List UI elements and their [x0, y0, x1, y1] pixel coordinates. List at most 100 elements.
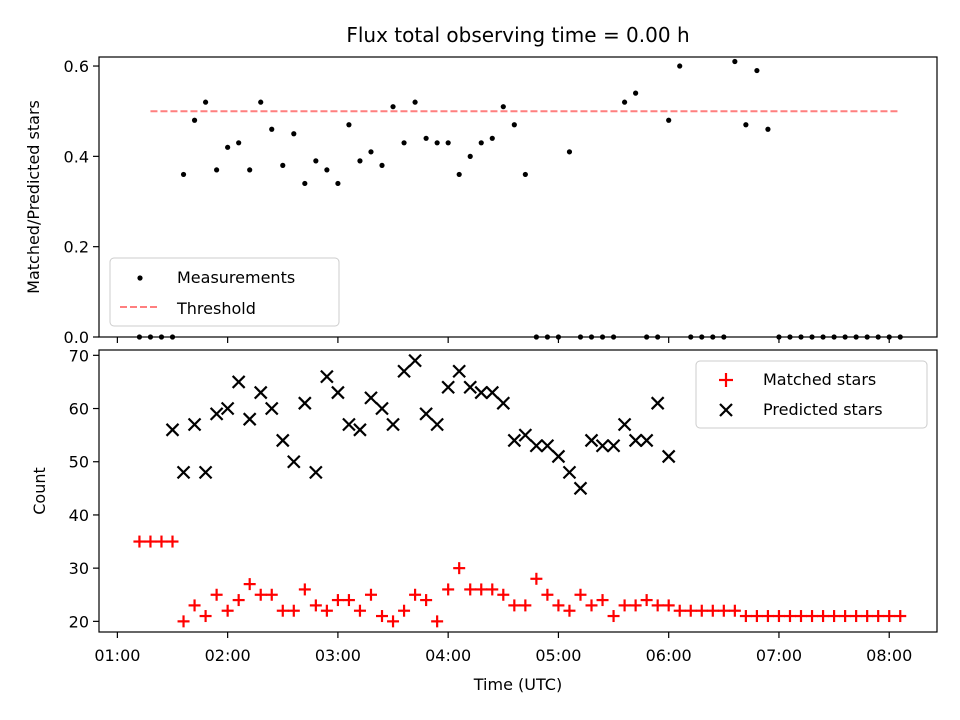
measurement-point: [346, 122, 352, 128]
bottom-x-tick-label: 05:00: [535, 646, 581, 665]
predicted-point: [507, 433, 522, 448]
measurement-point: [511, 122, 517, 128]
matched-points: [133, 535, 907, 628]
predicted-point: [242, 412, 257, 426]
predicted-point: [331, 385, 345, 400]
predicted-point: [287, 454, 301, 469]
predicted-point: [606, 438, 621, 453]
matched-point: [574, 588, 587, 601]
predicted-point-b: [220, 401, 235, 416]
predicted-point: [408, 353, 422, 368]
bottom-y-tick-label: 70: [69, 346, 89, 365]
matched-point: [398, 604, 411, 617]
bottom-x-tick-label: 08:00: [866, 646, 912, 665]
measurement-point: [390, 104, 396, 110]
predicted-point-b: [452, 364, 466, 379]
predicted-point-b: [331, 385, 345, 400]
measurement-point: [247, 167, 253, 173]
matched-point: [640, 594, 653, 607]
predicted-point-b: [639, 433, 654, 448]
predicted-point-b: [408, 353, 422, 368]
matched-point: [861, 610, 874, 623]
predicted-point: [661, 449, 676, 464]
matched-point: [541, 588, 554, 601]
predicted-point-b: [562, 465, 577, 480]
legend-marker-predicted: [719, 403, 733, 417]
predicted-point-b: [386, 417, 400, 432]
predicted-point-b: [342, 417, 356, 432]
matched-point: [497, 588, 510, 601]
predicted-point-b: [187, 417, 202, 432]
legend-label-predicted: Predicted stars: [763, 400, 883, 419]
measurement-point: [313, 158, 319, 164]
matched-point: [464, 583, 477, 596]
matched-point: [486, 583, 499, 596]
matched-point: [298, 583, 311, 596]
measurement-point: [180, 171, 187, 178]
matched-point: [530, 572, 543, 585]
predicted-point: [463, 380, 477, 395]
predicted-point-b: [309, 465, 323, 480]
predicted-point-b: [606, 438, 621, 453]
measurement-point: [357, 158, 363, 164]
measurement-point: [225, 144, 231, 150]
matched-point: [618, 599, 631, 612]
matched-point: [607, 610, 620, 623]
top-x-ticks: [116, 337, 890, 343]
predicted-point: [187, 417, 202, 432]
predicted-point-b: [573, 481, 588, 496]
predicted-point: [275, 433, 290, 448]
measurement-point: [214, 167, 220, 173]
matched-point: [431, 615, 444, 628]
predicted-point-b: [253, 385, 268, 400]
predicted-point: [231, 375, 246, 389]
legend-label-threshold: Threshold: [176, 299, 256, 318]
predicted-point-b: [353, 423, 367, 437]
measurement-point: [280, 162, 286, 168]
top-y-axis-label: Matched/Predicted stars: [24, 100, 43, 294]
matched-point: [287, 604, 300, 617]
predicted-point: [320, 369, 334, 384]
bottom-x-tick-label: 01:00: [94, 646, 140, 665]
bottom-y-tick-label: 60: [69, 400, 89, 419]
matched-point: [761, 610, 774, 623]
legend-marker-measurements: [137, 275, 143, 281]
measurement-point: [291, 131, 297, 137]
matched-point: [839, 610, 852, 623]
measurement-point: [191, 117, 198, 123]
predicted-point: [209, 407, 224, 421]
matched-point: [828, 610, 841, 623]
predicted-point-b: [430, 417, 444, 432]
matched-point: [772, 610, 785, 623]
bottom-y-tick-label: 40: [69, 506, 89, 525]
measurement-point: [621, 99, 628, 105]
matched-point: [673, 604, 686, 617]
bottom-y-axis-label: Count: [30, 467, 49, 515]
predicted-point: [353, 423, 367, 437]
matched-point: [177, 615, 190, 628]
predicted-point: [342, 417, 356, 432]
predicted-point-b: [507, 433, 522, 448]
matched-point: [387, 615, 400, 628]
predicted-point: [650, 396, 665, 410]
matched-point: [475, 583, 488, 596]
predicted-point-b: [650, 396, 665, 410]
measurement-point: [478, 140, 484, 146]
matched-point: [342, 594, 355, 607]
predicted-point-b: [540, 438, 555, 453]
measurement-point: [368, 149, 374, 155]
predicted-point: [551, 449, 566, 464]
matched-point: [364, 588, 377, 601]
predicted-point: [595, 438, 610, 453]
measurement-point: [202, 99, 209, 105]
matched-point: [199, 610, 212, 623]
predicted-point: [198, 465, 213, 480]
predicted-point-b: [595, 438, 610, 453]
predicted-point-b: [518, 428, 533, 442]
predicted-point: [441, 380, 455, 395]
predicted-point: [628, 433, 643, 448]
matched-point: [872, 610, 885, 623]
matched-point: [243, 578, 256, 591]
predicted-point: [529, 438, 544, 453]
